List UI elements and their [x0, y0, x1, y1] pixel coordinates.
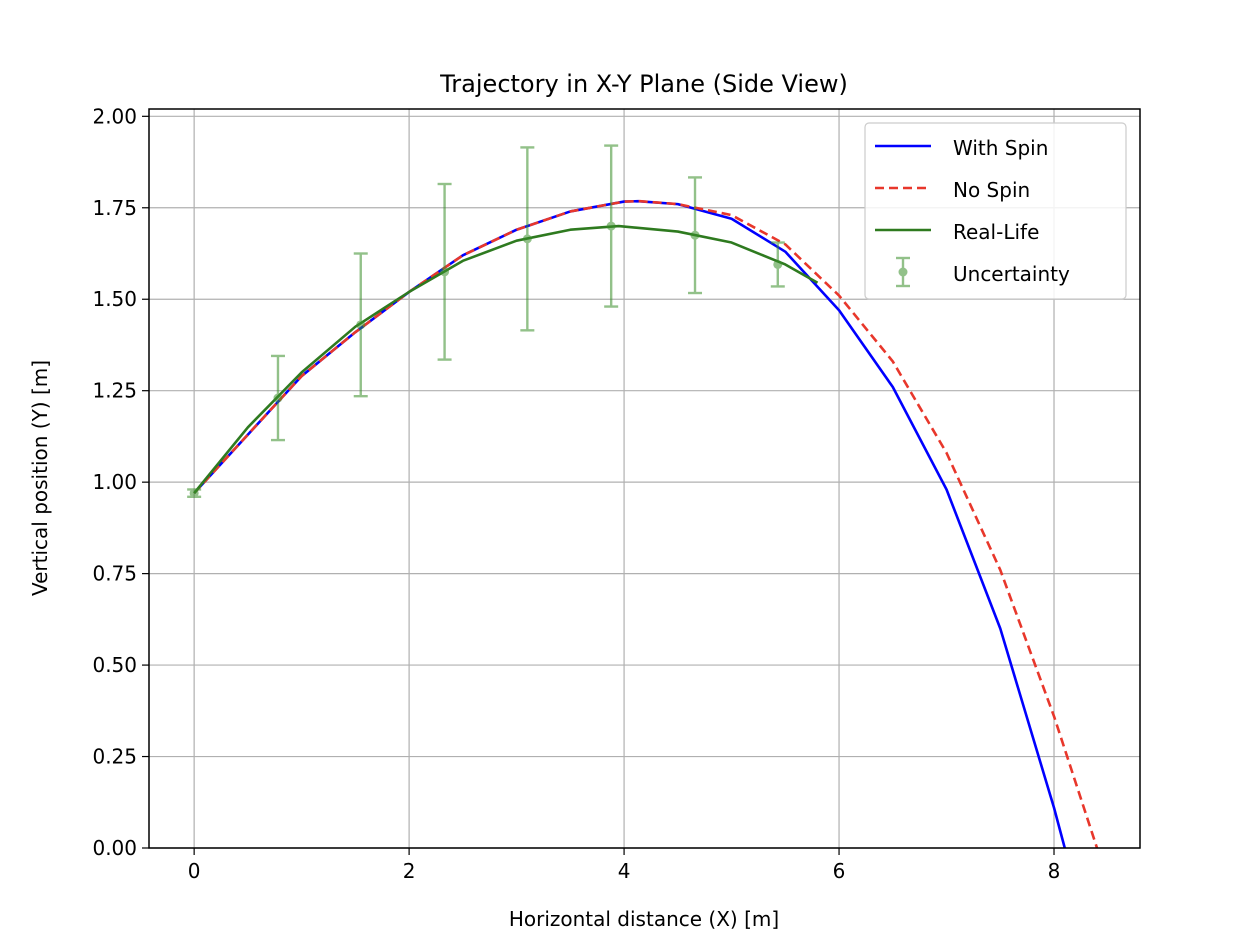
y-tick-label: 0.50 — [92, 653, 137, 677]
y-tick-label: 1.00 — [92, 470, 137, 494]
uncertainty-point — [187, 488, 202, 498]
uncertainty-marker — [440, 267, 450, 277]
y-axis: 0.00 0.25 0.50 0.75 1.00 1.25 1.50 1.75 2.00 — [92, 104, 149, 860]
series-line-real-life — [193, 224, 819, 494]
uncertainty-point — [270, 354, 285, 442]
y-tick-label: 0.00 — [92, 836, 137, 860]
uncertainty-point — [770, 241, 785, 288]
legend-errorbar-glyph — [896, 256, 910, 288]
series-line-no-spin — [193, 199, 1099, 848]
y-tick-label: 2.00 — [92, 104, 137, 128]
legend-label-with-spin: With Spin — [953, 136, 1048, 160]
uncertainty-marker — [773, 259, 783, 269]
uncertainty-marker — [189, 488, 199, 498]
uncertainty-point — [353, 252, 368, 398]
x-axis: 0 2 4 6 8 — [188, 848, 1061, 883]
uncertainty-marker — [356, 320, 366, 330]
chart-title: Trajectory in X-Y Plane (Side View) — [439, 70, 848, 98]
legend-box — [864, 122, 1127, 300]
y-axis-label: Vertical position (Y) [m] — [28, 360, 52, 596]
uncertainty-point — [604, 144, 619, 308]
legend-label-real-life: Real-Life — [953, 220, 1039, 244]
series-layer — [193, 199, 1099, 848]
uncertainty-marker — [522, 234, 532, 244]
y-tick-label: 0.75 — [92, 562, 137, 586]
uncertainty-marker — [690, 230, 700, 240]
errorbar-layer — [187, 144, 785, 498]
uncertainty-marker — [273, 393, 283, 403]
plot-clip-group — [187, 144, 1099, 848]
x-tick-label: 2 — [403, 859, 416, 883]
uncertainty-point — [688, 176, 703, 295]
uncertainty-point — [520, 146, 535, 332]
plot-frame — [148, 108, 1141, 849]
x-tick-label: 4 — [618, 859, 631, 883]
uncertainty-marker — [606, 221, 616, 231]
y-tick-label: 1.25 — [92, 379, 137, 403]
y-tick-label: 1.50 — [92, 287, 137, 311]
legend: With Spin No Spin Real-Life Uncertainty — [864, 122, 1127, 300]
x-tick-label: 6 — [833, 859, 846, 883]
legend-swatch-uncertainty — [896, 256, 910, 288]
legend-uncertainty-marker — [898, 267, 908, 277]
uncertainty-point — [437, 182, 452, 361]
x-tick-label: 8 — [1048, 859, 1061, 883]
y-tick-label: 1.75 — [92, 196, 137, 220]
grid-layer — [149, 109, 1140, 849]
y-tick-label: 0.25 — [92, 745, 137, 769]
legend-label-uncertainty: Uncertainty — [953, 262, 1070, 286]
legend-label-no-spin: No Spin — [953, 178, 1030, 202]
x-tick-label: 0 — [188, 859, 201, 883]
x-axis-label: Horizontal distance (X) [m] — [509, 907, 779, 931]
